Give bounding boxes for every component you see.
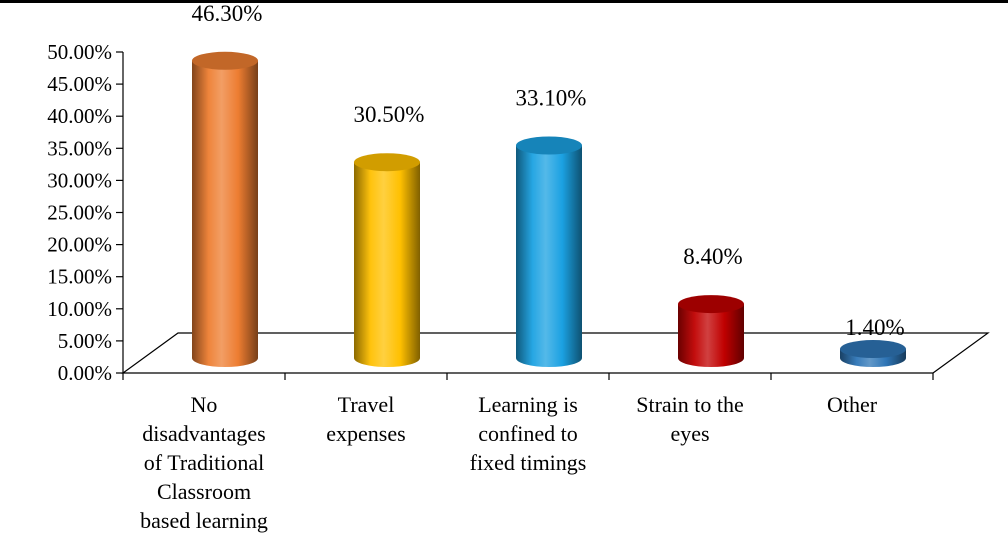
category-label-line: Other: [827, 392, 878, 417]
bar-cylinder: [354, 153, 420, 367]
y-tick-label: 35.00%: [47, 136, 112, 160]
category-label: Travel expenses: [326, 392, 405, 446]
y-tick-label: 5.00%: [58, 329, 112, 353]
chart-floor: [121, 332, 990, 374]
y-tick-label: 40.00%: [47, 104, 112, 128]
bar-cylinder: [678, 295, 744, 367]
y-tick-label: 15.00%: [47, 265, 112, 289]
y-tick-label: 10.00%: [47, 297, 112, 321]
category-label-line: Strain to the: [636, 392, 744, 417]
category-label-line: disadvantages: [142, 421, 265, 446]
category-label-line: Classroom: [157, 479, 251, 504]
category-label: Learning is confined to fixed timings: [470, 392, 587, 475]
axis-layer: 0.00% 5.00% 10.00% 15.00% 20.00% 25.00% 30.00%…: [47, 40, 990, 385]
bar-top: [840, 340, 906, 359]
bar-cylinder: [516, 136, 582, 367]
category-label-line: based learning: [140, 508, 268, 533]
top-border-rule: [0, 0, 1008, 3]
bar-body: [354, 162, 420, 367]
y-tick-label: 20.00%: [47, 233, 112, 257]
category-label-line: fixed timings: [470, 450, 587, 475]
y-tick-label: 30.00%: [47, 168, 112, 192]
bar-top: [678, 295, 744, 314]
data-label: 1.40%: [845, 315, 904, 340]
bar-body: [678, 304, 744, 367]
category-label-line: of Traditional: [144, 450, 264, 475]
data-label: 30.50%: [354, 102, 425, 127]
y-tick-label: 45.00%: [47, 72, 112, 96]
category-label-line: confined to: [478, 421, 578, 446]
data-label: 33.10%: [516, 85, 587, 110]
data-label: 8.40%: [683, 244, 742, 269]
category-label: Strain to the eyes: [636, 392, 744, 446]
label-layer: 46.30% No disadvantages of Traditional Class…: [140, 1, 905, 533]
category-label: No disadvantages of Traditional Classroom ba…: [140, 392, 268, 533]
category-label-line: expenses: [326, 421, 405, 446]
category-label-line: No: [191, 392, 218, 417]
category-label: Other: [827, 392, 878, 417]
bar-cylinder: [840, 340, 906, 367]
bar-top: [516, 136, 582, 155]
category-label-line: Travel: [338, 392, 395, 417]
bar-body: [192, 60, 258, 368]
category-label-line: eyes: [670, 421, 709, 446]
y-tick-label: 25.00%: [47, 201, 112, 225]
data-label: 46.30%: [192, 1, 263, 26]
category-label-line: Learning is: [478, 392, 578, 417]
bar-top: [192, 51, 258, 70]
y-tick-label: 0.00%: [58, 361, 112, 385]
y-tick-label: 50.00%: [47, 40, 112, 64]
bar-layer: [192, 51, 906, 368]
bar-top: [354, 153, 420, 172]
bar-cylinder: [192, 51, 258, 368]
bar-body: [516, 145, 582, 367]
